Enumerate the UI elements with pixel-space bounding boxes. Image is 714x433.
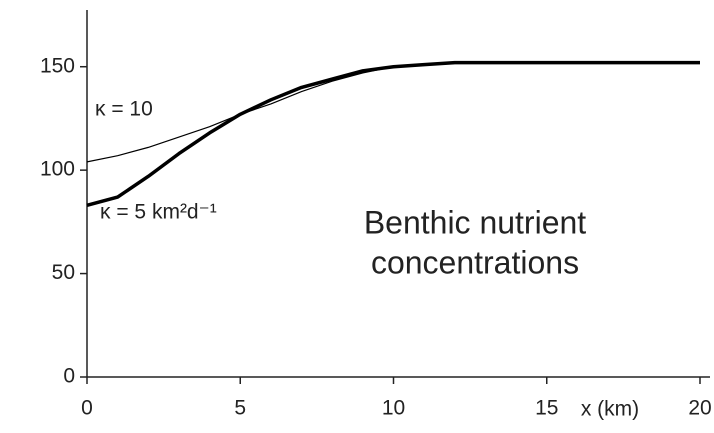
series-line	[86, 61, 700, 163]
x-tick-label: 5	[234, 397, 246, 420]
x-tick-label: 20	[688, 397, 711, 420]
legend-label: κ = 10	[95, 98, 153, 121]
annotation: Benthic nutrient	[364, 204, 586, 240]
y-tick-label: 150	[40, 54, 75, 77]
y-tick-label: 0	[63, 365, 75, 388]
x-tick-label: 15	[535, 397, 558, 420]
series-line	[86, 60, 700, 207]
x-tick-label: 10	[382, 397, 405, 420]
y-tick-label: 100	[40, 158, 75, 181]
legend-label: κ = 5 km²d⁻¹	[100, 201, 217, 224]
x-axis-label: x (km)	[581, 398, 639, 421]
y-tick-label: 50	[52, 261, 75, 284]
annotation: concentrations	[371, 244, 579, 280]
x-tick-label: 0	[81, 397, 93, 420]
